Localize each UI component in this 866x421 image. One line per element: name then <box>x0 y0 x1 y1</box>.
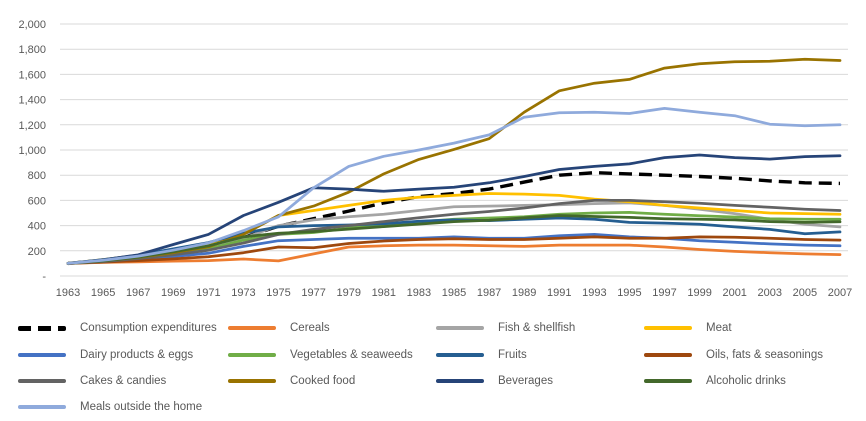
x-axis-tick-label: 1985 <box>442 287 466 299</box>
legend-label: Cakes & candies <box>80 375 167 387</box>
y-axis-tick-label: 1,200 <box>18 120 46 132</box>
x-axis-tick-label: 2007 <box>828 287 852 299</box>
legend-swatch-meals-outside-home <box>18 405 66 409</box>
legend-swatch-consumption-expenditures <box>18 325 66 331</box>
x-axis-tick-label: 1975 <box>266 287 290 299</box>
y-axis-tick-label: - <box>42 271 46 283</box>
x-axis-tick-label: 1977 <box>301 287 325 299</box>
legend-item-cooked-food: Cooked food <box>228 371 355 391</box>
legend-label: Dairy products & eggs <box>80 349 194 361</box>
legend-swatch-dairy-products-eggs <box>18 353 66 357</box>
legend-item-vegetables-seaweeds: Vegetables & seaweeds <box>228 345 413 365</box>
legend-item-meat: Meat <box>644 318 732 338</box>
series-line <box>66 57 842 265</box>
series-line <box>66 235 842 265</box>
series-line <box>66 199 842 265</box>
legend-item-beverages: Beverages <box>436 371 553 391</box>
x-axis-tick-label: 1971 <box>196 287 220 299</box>
legend-label: Cooked food <box>290 375 356 387</box>
legend-swatch-oils-fats-seasonings <box>644 353 692 357</box>
legend-label: Fish & shellfish <box>498 322 576 334</box>
legend-item-meals-outside-home: Meals outside the home <box>18 397 202 417</box>
legend-swatch-cakes-candies <box>18 379 66 383</box>
legend-swatch-vegetables-seaweeds <box>228 353 276 357</box>
x-axis-tick-label: 1963 <box>56 287 80 299</box>
x-axis-tick-label: 1967 <box>126 287 150 299</box>
x-axis-tick-label: 2003 <box>758 287 782 299</box>
legend-label: Meals outside the home <box>80 401 203 413</box>
x-axis-tick-label: 1987 <box>477 287 501 299</box>
legend-item-cakes-candies: Cakes & candies <box>18 371 166 391</box>
legend-swatch-beverages <box>436 379 484 383</box>
x-axis-tick-label: 1983 <box>407 287 431 299</box>
x-axis-tick-label: 1965 <box>91 287 115 299</box>
series-line <box>66 107 842 265</box>
legend-swatch-cereals <box>228 326 276 330</box>
legend-item-dairy-products-eggs: Dairy products & eggs <box>18 345 193 365</box>
legend-label: Consumption expenditures <box>80 322 217 334</box>
y-axis-tick-label: 800 <box>28 170 46 182</box>
x-axis-tick-label: 2001 <box>722 287 746 299</box>
x-axis-tick-label: 1969 <box>161 287 185 299</box>
y-axis-tick-label: 2,000 <box>18 19 46 31</box>
y-axis-tick-label: 1,400 <box>18 95 46 107</box>
legend-swatch-fruits <box>436 353 484 357</box>
y-axis-tick-label: 1,000 <box>18 145 46 157</box>
line-chart-plot-area: - 200 400 600 800 1,000 1,200 1,400 1,600 1,800 2,… <box>18 19 852 299</box>
legend-item-alcoholic-drinks: Alcoholic drinks <box>644 371 786 391</box>
x-axis-tick-label: 1991 <box>547 287 571 299</box>
x-axis-tick-label: 1989 <box>512 287 536 299</box>
legend-label: Fruits <box>498 349 527 361</box>
legend-swatch-alcoholic-drinks <box>644 379 692 383</box>
x-axis-tick-label: 1999 <box>687 287 711 299</box>
legend-item-oils-fats-seasonings: Oils, fats & seasonings <box>644 345 823 365</box>
y-axis-tick-label: 1,600 <box>18 69 46 81</box>
x-axis-tick-label: 1973 <box>231 287 255 299</box>
y-axis-tick-label: 600 <box>28 195 46 207</box>
chart-legend: Consumption expenditures Cereals Fish & … <box>0 313 866 421</box>
series-line <box>66 243 842 265</box>
x-axis-tick-label: 1993 <box>582 287 606 299</box>
x-axis-tick-label: 1979 <box>336 287 360 299</box>
legend-item-consumption-expenditures: Consumption expenditures <box>18 318 217 338</box>
legend-item-fruits: Fruits <box>436 345 527 365</box>
y-axis-tick-label: 400 <box>28 221 46 233</box>
legend-label: Meat <box>706 322 732 334</box>
x-axis-tick-label: 1981 <box>372 287 396 299</box>
x-axis-tick-label: 2005 <box>793 287 817 299</box>
legend-label: Vegetables & seaweeds <box>290 349 413 361</box>
legend-label: Oils, fats & seasonings <box>706 349 823 361</box>
legend-swatch-meat <box>644 326 692 330</box>
x-axis-tick-label: 1995 <box>617 287 641 299</box>
series-line <box>66 153 842 265</box>
legend-swatch-fish-shellfish <box>436 326 484 330</box>
legend-label: Cereals <box>290 322 330 334</box>
x-axis-tick-label: 1997 <box>652 287 676 299</box>
y-axis-tick-label: 200 <box>28 246 46 258</box>
series-line <box>66 214 842 265</box>
y-axis-tick-label: 1,800 <box>18 44 46 56</box>
series-line <box>66 233 842 265</box>
legend-label: Beverages <box>498 375 553 387</box>
legend-item-cereals: Cereals <box>228 318 330 338</box>
legend-item-fish-shellfish: Fish & shellfish <box>436 318 575 338</box>
legend-label: Alcoholic drinks <box>706 375 786 387</box>
legend-swatch-cooked-food <box>228 379 276 383</box>
